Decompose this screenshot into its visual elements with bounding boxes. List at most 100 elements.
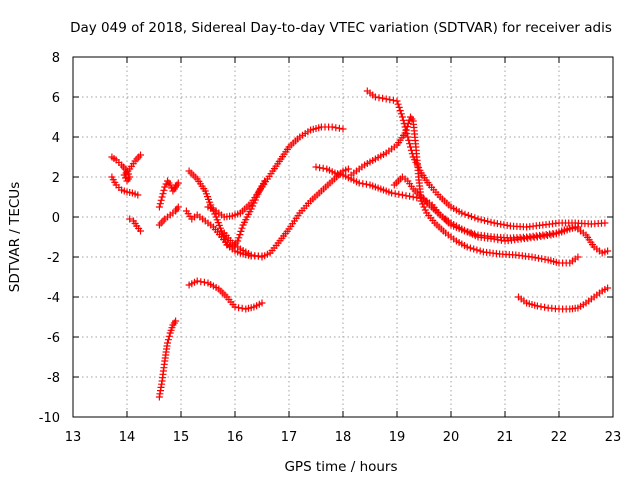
data-point [358,182,360,184]
y-tick-label: -2 [47,251,60,266]
data-point [169,214,171,216]
data-point [577,307,579,309]
data-point [226,296,228,298]
data-point [536,305,539,307]
x-axis: 13 14 15 16 17 18 19 20 21 22 23 [65,57,622,445]
data-point [607,287,609,289]
x-tick-label: 22 [551,430,568,445]
data-point [463,230,466,232]
series-markers [204,123,347,221]
data-point [188,284,190,286]
data-point [139,154,142,156]
data-point [231,242,233,244]
series-sat-p [515,284,612,313]
data-point [331,180,333,182]
data-point [137,194,139,196]
y-tick-label: -6 [47,331,60,346]
series-sat-e [155,177,182,211]
data-point [350,174,352,176]
data-point [412,156,414,158]
data-point [493,222,495,224]
data-point [161,380,163,382]
data-series [108,87,612,401]
data-point [320,126,322,128]
series-sat-k [220,165,352,261]
data-point [374,158,376,160]
data-point [550,234,552,236]
data-point [526,226,528,228]
x-tick-label: 18 [335,430,352,445]
data-point [212,226,214,228]
data-point [164,218,166,220]
series-sat-j [204,123,347,221]
data-point [158,206,160,208]
series-markers [515,284,612,313]
data-point [426,212,428,214]
data-point [547,259,549,261]
data-point [542,224,544,226]
data-point [577,256,579,258]
x-tick-label: 13 [65,430,82,445]
data-point [288,228,290,230]
series-sat-d [155,317,180,401]
data-point [450,206,452,208]
x-tick-label: 23 [605,430,622,445]
data-point [493,236,495,238]
y-tick-label: 4 [52,131,60,146]
y-tick-label: -10 [39,411,60,426]
x-tick-label: 19 [389,430,406,445]
data-point [121,164,123,166]
data-point [272,170,274,172]
data-point [207,282,209,284]
x-axis-title: GPS time / hours [284,459,397,475]
data-point [566,228,568,230]
series-markers [390,173,612,257]
data-point [420,172,422,174]
x-tick-label: 16 [227,430,244,445]
data-point [111,156,113,158]
data-point [574,226,576,228]
y-axis: 8 6 4 2 0 -2 -4 -6 -8 -10 [39,51,613,426]
data-point [593,296,595,298]
data-point [461,212,463,214]
data-point [134,160,136,162]
data-point [509,225,511,227]
y-axis-title: SDTVAR / TECUs [7,182,23,292]
data-point [261,256,263,258]
data-point [220,230,223,232]
series-sat-n [363,87,609,231]
data-point [172,324,174,326]
data-point [369,184,371,186]
y-tick-label: 0 [52,211,60,226]
data-point [310,129,312,131]
data-point [191,218,193,220]
data-point [401,176,403,178]
data-point [466,246,468,248]
data-point [242,224,244,226]
data-point [250,208,252,210]
x-tick-label: 15 [173,430,190,445]
data-point [380,188,382,190]
data-point [420,200,422,202]
data-point [299,212,301,214]
data-point [385,98,387,100]
data-point [320,190,322,192]
data-point [299,136,301,138]
data-point [418,176,420,178]
data-point [342,174,344,176]
data-point [593,246,595,248]
data-point [239,212,241,214]
data-point [237,240,239,242]
data-point [177,182,179,184]
data-point [450,224,452,226]
data-point [415,146,417,148]
x-tick-label: 14 [119,430,136,445]
data-point [132,220,135,222]
data-point [126,191,128,193]
data-point [585,302,587,304]
data-point [409,116,412,118]
x-tick-label: 17 [281,430,298,445]
data-point [111,176,113,178]
plot-frame [72,56,614,418]
data-point [401,116,403,118]
